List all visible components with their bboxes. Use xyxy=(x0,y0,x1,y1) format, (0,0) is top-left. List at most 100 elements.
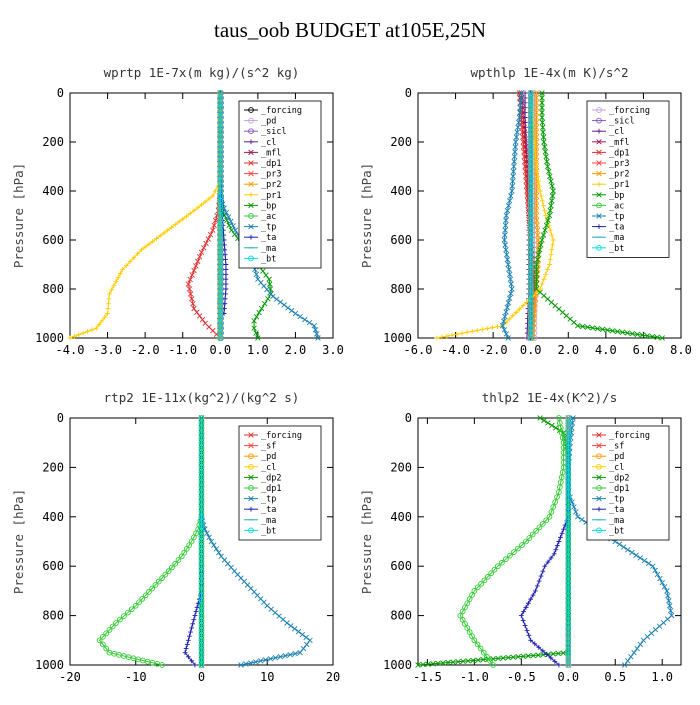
data-point xyxy=(479,327,485,332)
data-point xyxy=(149,585,156,592)
data-point xyxy=(604,327,611,333)
data-point xyxy=(541,417,547,424)
legend-entry: _bp xyxy=(592,191,624,201)
data-point xyxy=(175,557,182,563)
data-point xyxy=(190,621,196,627)
data-point xyxy=(512,144,519,150)
data-point xyxy=(470,657,476,664)
data-point xyxy=(273,296,280,302)
legend-label: _ac xyxy=(261,212,276,222)
data-point xyxy=(571,504,577,510)
data-point xyxy=(535,652,541,658)
data-point xyxy=(524,628,530,633)
data-point xyxy=(161,230,167,236)
data-point xyxy=(659,335,665,341)
data-point xyxy=(541,203,546,209)
legend-entry: _dp1 xyxy=(592,484,629,494)
data-point xyxy=(178,553,185,560)
y-tick-label: 600 xyxy=(42,559,64,573)
data-point xyxy=(537,286,543,292)
data-point xyxy=(546,513,553,520)
data-point xyxy=(514,129,520,135)
data-point xyxy=(115,275,121,280)
x-tick-label: -1.0 xyxy=(168,343,197,357)
data-point xyxy=(199,202,204,208)
legend-marker xyxy=(248,432,254,438)
x-tick-label: -6.0 xyxy=(404,343,433,357)
legend-marker xyxy=(596,432,602,438)
data-point xyxy=(223,281,229,287)
x-tick-label: 1.0 xyxy=(247,343,269,357)
data-point xyxy=(536,183,542,189)
x-tick-label: 2.0 xyxy=(557,343,579,357)
y-tick-label: 0 xyxy=(405,411,412,425)
data-point xyxy=(538,242,544,248)
data-point xyxy=(474,641,481,648)
data-point xyxy=(204,530,210,536)
data-point xyxy=(506,198,513,204)
y-tick-label: 600 xyxy=(390,559,412,573)
data-point xyxy=(549,247,555,253)
data-point xyxy=(524,299,529,305)
data-point xyxy=(169,564,175,571)
data-point xyxy=(505,654,511,661)
series-bt xyxy=(217,90,224,341)
legend-marker xyxy=(248,453,254,460)
legend-entry: _ma xyxy=(592,516,624,526)
legend-entry: _mfl xyxy=(592,138,629,148)
data-point xyxy=(106,301,111,307)
data-point xyxy=(546,168,552,175)
data-point xyxy=(217,335,224,341)
data-point xyxy=(548,655,554,661)
data-point xyxy=(99,318,105,324)
legend-marker xyxy=(596,202,602,209)
data-point xyxy=(480,649,487,656)
data-point xyxy=(85,329,90,334)
data-point xyxy=(499,323,506,329)
data-point xyxy=(502,227,508,233)
data-point xyxy=(295,628,302,635)
data-point xyxy=(620,544,627,550)
data-point xyxy=(490,325,495,331)
y-tick-label: 800 xyxy=(42,282,64,296)
data-point xyxy=(440,660,446,666)
data-point xyxy=(449,332,455,338)
data-point xyxy=(550,237,556,243)
data-point xyxy=(544,158,550,165)
data-point xyxy=(189,296,195,302)
data-point xyxy=(530,652,536,659)
legend-marker xyxy=(248,139,254,145)
data-point xyxy=(554,543,560,549)
data-point xyxy=(553,547,559,553)
data-point xyxy=(503,212,510,219)
legend-label: _pd xyxy=(261,117,276,127)
legend-marker xyxy=(596,117,602,124)
data-point xyxy=(306,319,313,326)
data-point xyxy=(661,584,668,590)
plot-frame xyxy=(69,92,334,339)
data-point xyxy=(549,232,555,238)
legend-entry: _pr2 xyxy=(592,170,629,180)
data-point xyxy=(191,267,197,274)
data-point xyxy=(211,542,217,548)
data-point xyxy=(196,313,203,319)
data-point xyxy=(251,318,257,324)
data-point xyxy=(454,331,460,337)
data-point xyxy=(545,267,551,272)
data-point xyxy=(529,531,536,538)
data-point xyxy=(192,662,198,668)
data-point xyxy=(210,193,216,199)
data-point xyxy=(533,159,539,164)
data-point xyxy=(251,325,257,331)
data-point xyxy=(539,109,545,116)
data-point xyxy=(539,198,545,204)
data-point xyxy=(522,110,528,115)
data-point xyxy=(76,332,82,338)
data-point xyxy=(515,545,521,552)
data-point xyxy=(471,588,478,594)
series-bt xyxy=(198,415,205,668)
data-point xyxy=(107,291,112,297)
chart-title: wprtp 1E-7x(m kg)/(s^2 kg) xyxy=(104,65,300,80)
y-tick-label: 200 xyxy=(390,135,412,149)
data-point xyxy=(111,283,117,289)
